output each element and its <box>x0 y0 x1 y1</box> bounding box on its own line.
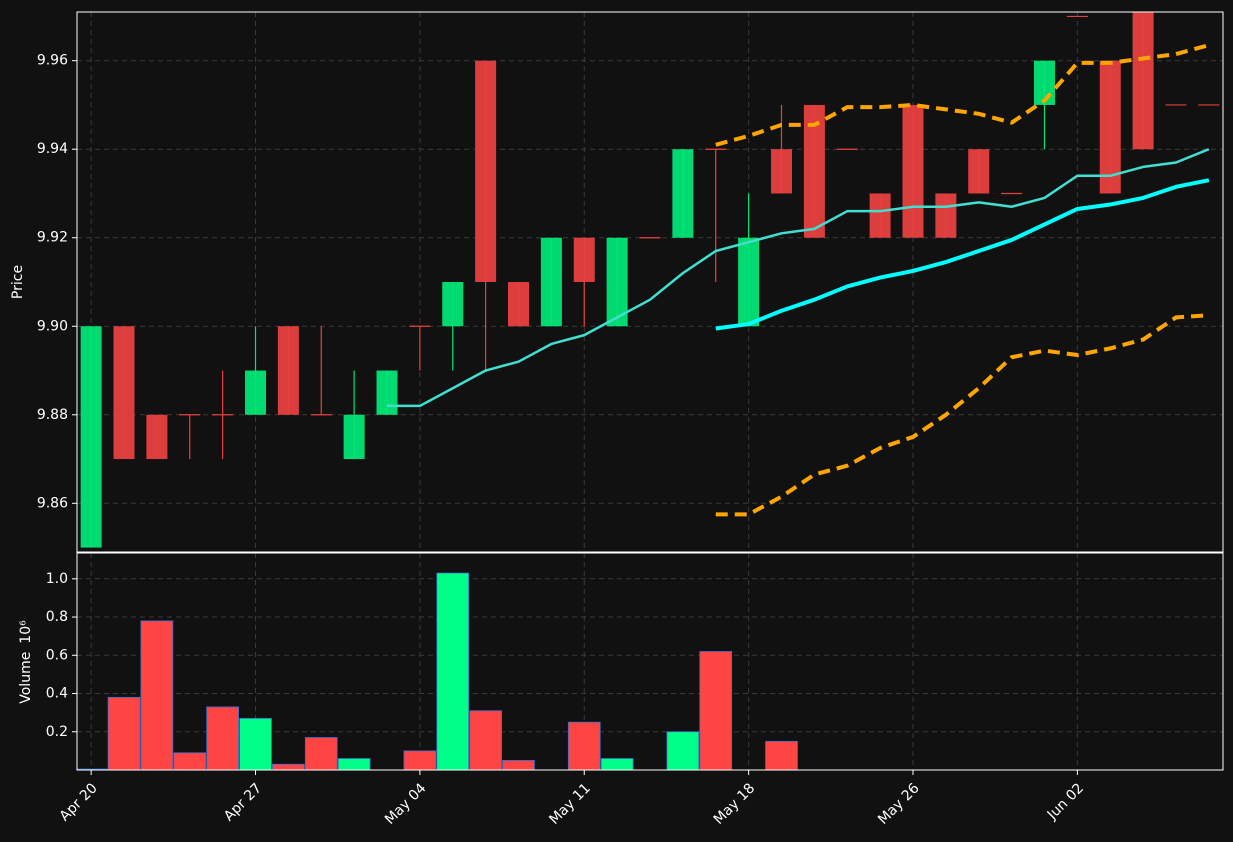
candle-body <box>113 326 135 460</box>
candle-body <box>1099 60 1121 194</box>
y-tick-label: 1.0 <box>46 571 68 587</box>
y-tick-label: 0.4 <box>46 686 68 702</box>
y-tick-label: 9.96 <box>37 53 68 69</box>
volume-bar <box>173 752 207 770</box>
candle-body <box>770 149 792 194</box>
candle-body <box>343 414 365 460</box>
candle-body <box>277 326 299 415</box>
volume-bar <box>436 572 470 770</box>
panel-frame <box>76 552 1224 771</box>
candle-body <box>869 193 891 238</box>
volume-bar <box>469 710 502 770</box>
candle-body <box>146 414 168 460</box>
volume-bar <box>403 750 437 770</box>
candle-body <box>442 282 464 327</box>
y-tick-label: 9.88 <box>37 407 68 423</box>
volume-bar <box>765 740 798 770</box>
volume-plot <box>77 572 798 770</box>
volume-bar <box>107 696 141 770</box>
candle-body <box>738 237 760 327</box>
y-tick-label: 9.90 <box>37 318 68 334</box>
indicator-line <box>387 148 1210 408</box>
candle-body <box>672 149 694 238</box>
candle-body <box>935 193 957 238</box>
volume-bar <box>666 731 700 770</box>
candle-body <box>1132 12 1154 150</box>
panel-frame <box>76 11 1224 553</box>
y-tick-label: 9.92 <box>37 230 68 246</box>
candle-body <box>508 282 530 327</box>
volume-bar <box>140 620 174 770</box>
volume-bar <box>206 706 239 770</box>
volume-label: Volume <box>18 652 34 704</box>
candle-body <box>968 149 990 194</box>
y-tick-label: 0.6 <box>46 647 68 663</box>
candle-body <box>902 104 924 238</box>
volume-scale: 10⁶ <box>18 620 34 644</box>
volume-bar <box>337 758 371 770</box>
volume-bar <box>239 717 272 770</box>
y-tick-label: 9.86 <box>37 495 68 511</box>
volume-bar <box>272 763 305 770</box>
candle-body <box>245 370 267 415</box>
volume-bar <box>567 721 601 770</box>
price-axis-label: Price <box>10 265 26 299</box>
indicator-line <box>715 178 1210 331</box>
y-tick-label: 0.2 <box>46 724 68 740</box>
indicator-line <box>715 43 1210 147</box>
indicator-line <box>715 313 1209 517</box>
volume-axis-label: Volume 10⁶ <box>18 620 34 704</box>
candle-body <box>376 370 398 415</box>
volume-bar <box>699 651 733 770</box>
price-plot <box>80 12 1220 548</box>
y-tick-label: 0.8 <box>46 609 68 625</box>
candle-body <box>475 60 497 283</box>
volume-bar <box>304 737 338 770</box>
candle-body <box>80 326 102 548</box>
candle-body <box>540 237 562 327</box>
volume-bar <box>502 760 535 770</box>
candle-body <box>606 237 628 327</box>
volume-bar <box>600 758 634 770</box>
candle-body <box>803 104 825 238</box>
y-tick-label: 9.94 <box>37 141 68 157</box>
candle-body <box>573 237 595 282</box>
